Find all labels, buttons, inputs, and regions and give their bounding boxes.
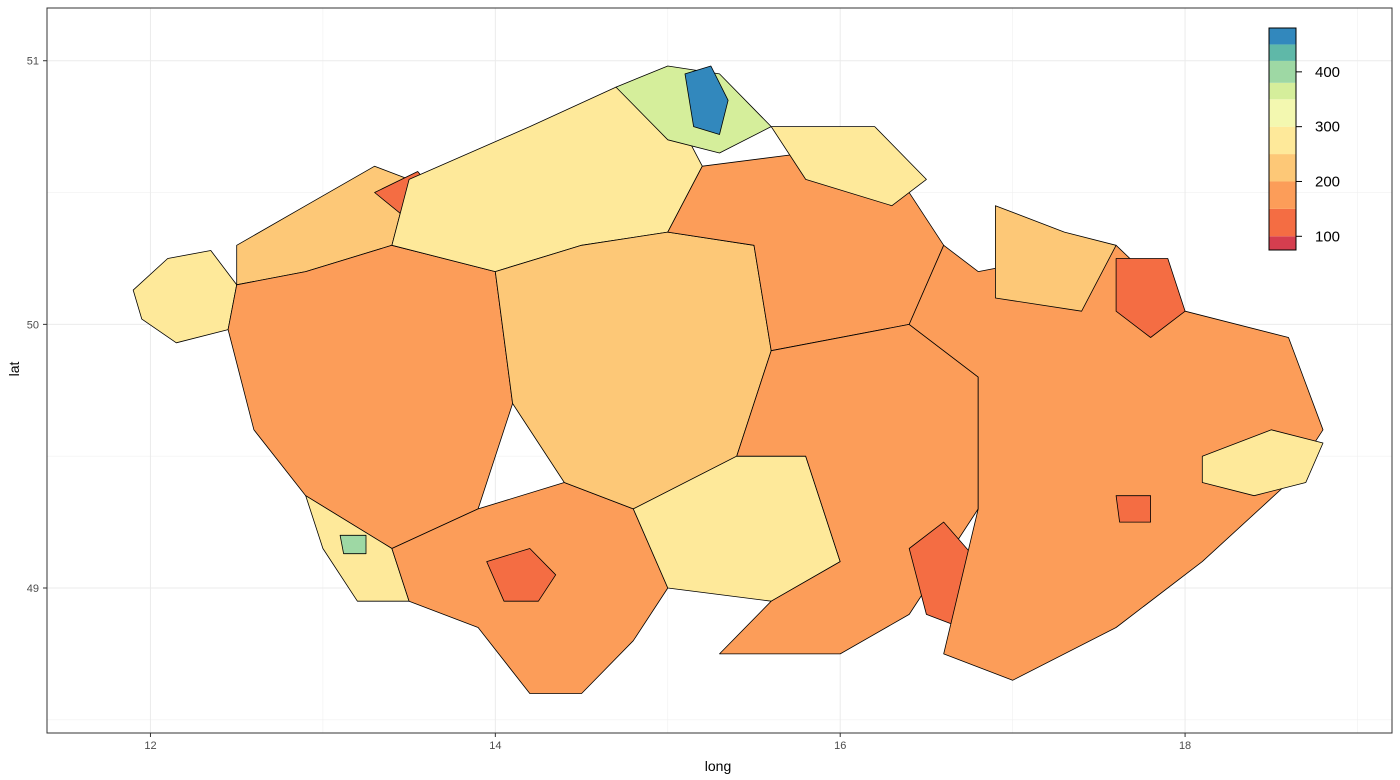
region-beskydy-yellow xyxy=(1201,429,1324,497)
legend-color-bin xyxy=(1269,154,1296,182)
y-tick-label: 50 xyxy=(27,319,39,331)
legend-label: 100 xyxy=(1315,228,1340,245)
x-tick-label: 18 xyxy=(1179,740,1191,752)
region-zlin-red xyxy=(1115,495,1151,523)
y-axis-ticks: 49 50 51 xyxy=(27,56,47,595)
legend-color-bin xyxy=(1269,44,1296,61)
region-ceske-budejovice-red xyxy=(486,548,557,602)
y-axis-title: lat xyxy=(6,362,22,377)
legend-color-bin xyxy=(1269,126,1296,155)
x-tick-label: 16 xyxy=(834,740,846,752)
x-tick-label: 12 xyxy=(144,740,156,752)
legend-frame xyxy=(1268,27,1297,251)
region-jizera-blue xyxy=(684,65,729,135)
legend-color-bin xyxy=(1269,82,1296,100)
region-krkonose xyxy=(770,126,927,207)
x-axis-title: long xyxy=(705,758,731,774)
legend-color-bin xyxy=(1269,181,1296,209)
panel-border xyxy=(46,7,1393,734)
region-moravia-east xyxy=(908,244,1324,681)
x-tick-label: 14 xyxy=(489,740,501,752)
region-jeseniky xyxy=(995,205,1117,312)
region-west-bohemia xyxy=(227,244,513,549)
legend-color-bin xyxy=(1269,99,1296,127)
y-tick-label: 49 xyxy=(27,583,39,595)
x-axis-ticks: 12 14 16 18 xyxy=(144,733,1191,752)
region-sumava-green xyxy=(339,534,367,555)
legend-color-bin xyxy=(1269,208,1296,237)
legend-color-bin xyxy=(1269,28,1296,45)
legend-color-bin xyxy=(1269,60,1296,83)
legend-label: 400 xyxy=(1315,64,1340,81)
color-legend: 100 200 300 400 xyxy=(1268,27,1340,251)
legend-color-bin xyxy=(1269,236,1296,250)
map-regions xyxy=(132,65,1324,694)
region-opava-red xyxy=(1115,258,1186,338)
legend-label: 200 xyxy=(1315,173,1340,190)
legend-label: 300 xyxy=(1315,119,1340,136)
region-west-cheb xyxy=(132,250,238,344)
y-tick-label: 51 xyxy=(27,56,39,68)
